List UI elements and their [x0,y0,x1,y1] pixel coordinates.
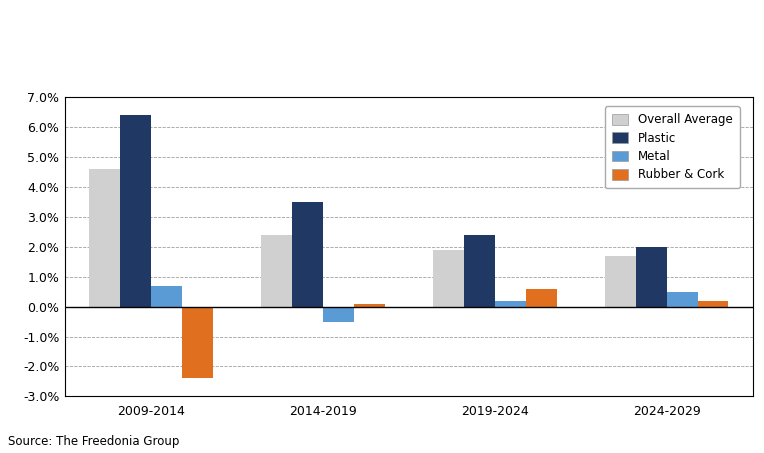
Bar [89,169,120,307]
Bar [464,235,495,307]
Bar [354,304,384,307]
Bar [432,250,464,307]
Bar [151,286,182,307]
Bar [182,307,212,378]
Text: Figure 3-4 | Global Beverage Caps & Closures Demand by Material, 2009 – 2029 (% : Figure 3-4 | Global Beverage Caps & Clos… [8,13,610,26]
Bar [526,289,556,307]
Bar [322,307,354,322]
Bar [698,301,729,307]
Bar [666,292,698,307]
Bar [292,202,322,307]
Legend: Overall Average, Plastic, Metal, Rubber & Cork: Overall Average, Plastic, Metal, Rubber … [605,106,740,188]
Text: Source: The Freedonia Group: Source: The Freedonia Group [8,434,179,448]
Bar [604,256,636,307]
Bar [494,301,526,307]
Bar [261,235,292,307]
Bar [120,116,151,307]
Text: Freedonia: Freedonia [603,61,677,74]
Bar [636,247,666,307]
